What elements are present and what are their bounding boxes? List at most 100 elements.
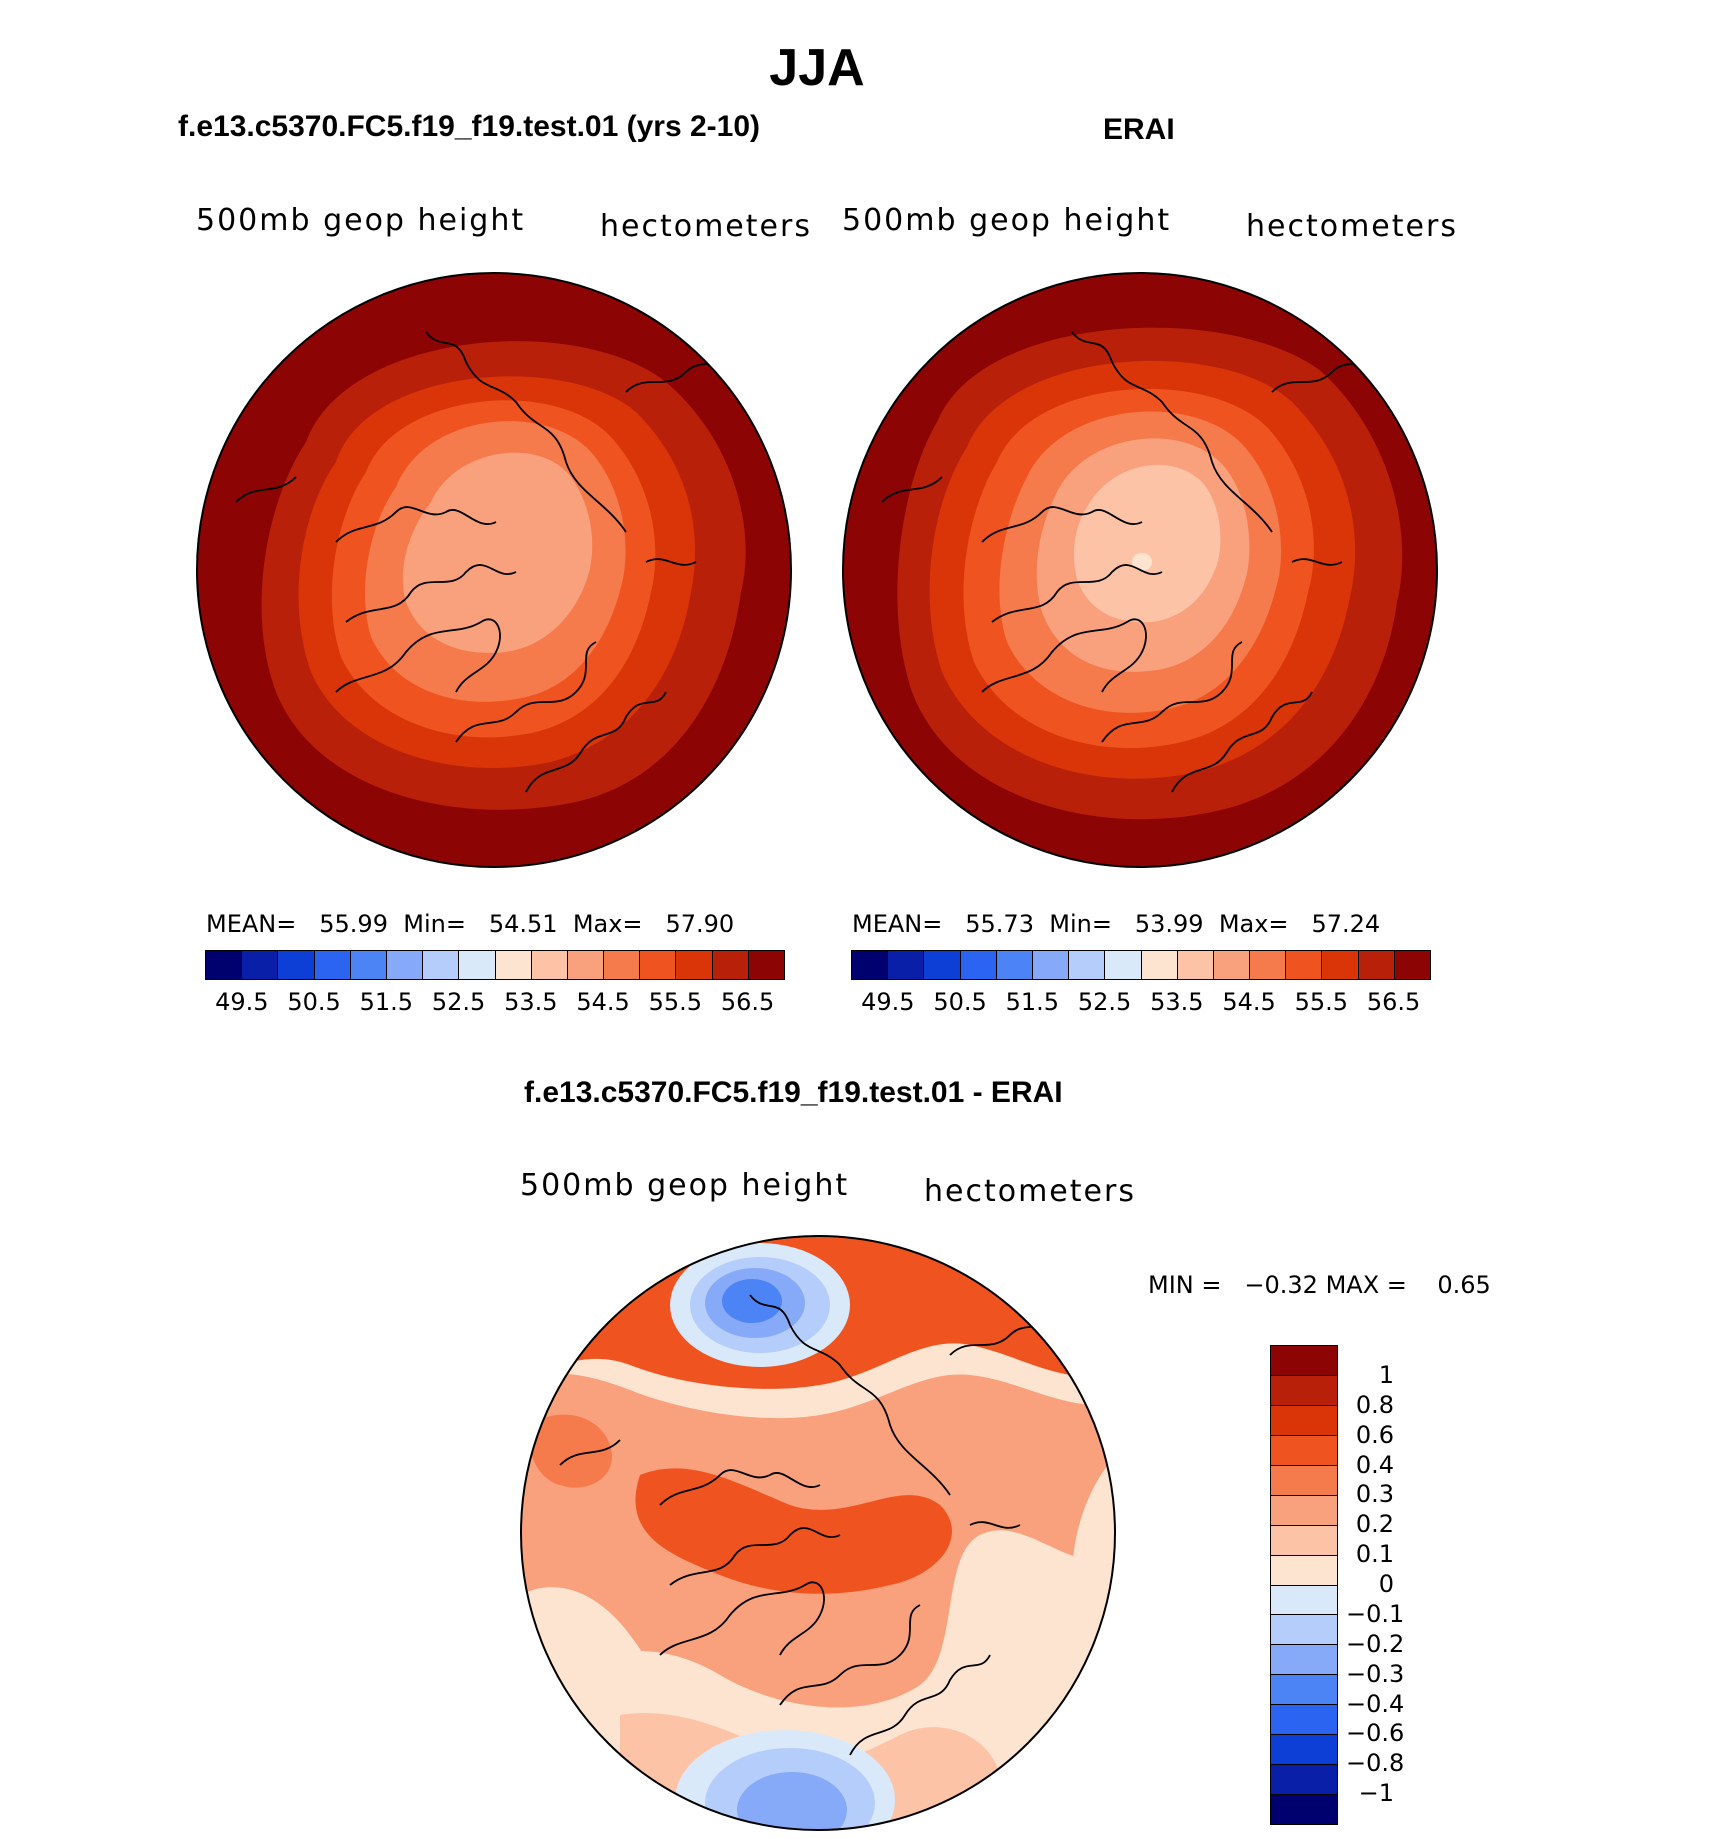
colorbar-swatch — [1271, 1555, 1337, 1586]
colorbar-swatch — [423, 951, 460, 979]
contour-band — [529, 1414, 612, 1488]
mean-value: 55.73 — [965, 910, 1034, 938]
colorbar-tick-label: −0.6 — [1346, 1719, 1405, 1748]
colorbar-swatch — [748, 951, 784, 979]
mean-value: 55.99 — [319, 910, 388, 938]
colorbar-swatch — [640, 951, 677, 979]
mean-label: MEAN= — [206, 910, 297, 938]
obs-case-title: ERAI — [1103, 113, 1175, 146]
diff-units-label: hectometers — [924, 1174, 1136, 1209]
colorbar-swatch — [1271, 1465, 1337, 1496]
max-value: 57.90 — [665, 910, 735, 938]
contour-band — [1073, 464, 1221, 623]
model-polar-map — [196, 272, 792, 868]
colorbar-swatch — [531, 951, 568, 979]
coastlines — [881, 331, 1373, 793]
colorbar-swatch — [1271, 1765, 1337, 1796]
colorbar-tick-label: 50.5 — [933, 988, 987, 1016]
min-label: Min= — [403, 910, 466, 938]
colorbar-swatch — [459, 951, 496, 979]
diff-polar-map — [520, 1235, 1116, 1831]
max-label: MAX = — [1325, 1271, 1407, 1299]
season-title: JJA — [769, 39, 865, 97]
max-value: 0.65 — [1437, 1271, 1491, 1299]
colorbar-tick-label: 0.1 — [1355, 1540, 1394, 1569]
obs-polar-map — [842, 272, 1438, 868]
colorbar-swatch — [1271, 1495, 1337, 1526]
colorbar-swatch — [712, 951, 749, 979]
colorbar-tick-label: 0.8 — [1355, 1390, 1394, 1419]
max-label: Max= — [1218, 910, 1289, 938]
min-value: 53.99 — [1134, 910, 1204, 938]
model-units-label: hectometers — [600, 209, 812, 244]
colorbar-swatch — [1271, 1675, 1337, 1706]
colorbar-tick-label: 51.5 — [1005, 988, 1060, 1016]
colorbar-tick-label: −0.3 — [1346, 1659, 1405, 1688]
colorbar-swatch — [1141, 951, 1178, 979]
colorbar-tick-label: 55.5 — [1294, 988, 1349, 1016]
colorbar-swatch — [1177, 951, 1214, 979]
diff-stats: MIN = −0.32 MAX = 0.65 — [1148, 1271, 1491, 1299]
colorbar-tick-label: 0.6 — [1355, 1420, 1394, 1449]
colorbar-tick-label: 53.5 — [1150, 988, 1204, 1016]
colorbar-tick-label: 0.4 — [1355, 1450, 1394, 1479]
colorbar-tick-label: −0.4 — [1346, 1689, 1405, 1718]
colorbar-swatch — [1271, 1585, 1337, 1616]
diff-case-title: f.e13.c5370.FC5.f19_f19.test.01 - ERAI — [524, 1076, 1063, 1109]
colorbar-tick-label: 56.5 — [720, 988, 775, 1016]
colorbar-swatch — [1032, 951, 1070, 979]
colorbar-swatch — [1271, 1435, 1337, 1466]
diff-variable-label: 500mb geop height — [520, 1168, 850, 1203]
colorbar-tick-label: 52.5 — [1077, 988, 1132, 1016]
min-label: Min= — [1049, 910, 1112, 938]
colorbar-swatch — [888, 951, 925, 979]
colorbar-tick-label: 54.5 — [576, 988, 630, 1016]
colorbar-swatch — [1271, 1525, 1337, 1556]
colorbar-swatch — [386, 951, 424, 979]
colorbar-swatch — [1271, 1346, 1337, 1376]
model-colorbar — [205, 950, 785, 980]
colorbar-swatch — [278, 951, 315, 979]
colorbar-tick-label: 53.5 — [504, 988, 558, 1016]
colorbar-swatch — [676, 951, 713, 979]
contour-band — [402, 452, 593, 653]
colorbar-swatch — [1271, 1405, 1337, 1436]
model-case-title: f.e13.c5370.FC5.f19_f19.test.01 (yrs 2-1… — [178, 110, 761, 143]
colorbar-tick-label: 50.5 — [287, 988, 341, 1016]
min-value: −0.32 — [1244, 1271, 1318, 1299]
min-value: 54.51 — [488, 910, 558, 938]
colorbar-swatch — [1286, 951, 1323, 979]
colorbar-tick-label: −1 — [1358, 1779, 1394, 1808]
colorbar-swatch — [1394, 951, 1430, 979]
colorbar-tick-label: 56.5 — [1366, 988, 1421, 1016]
colorbar-tick-label: 0.3 — [1355, 1480, 1394, 1509]
colorbar-swatch — [495, 951, 532, 979]
model-stats: MEAN= 55.99 Min= 54.51 Max= 57.90 — [206, 910, 734, 938]
colorbar-swatch — [1271, 1645, 1337, 1676]
colorbar-tick-label: −0.8 — [1346, 1749, 1405, 1778]
colorbar-swatch — [1322, 951, 1359, 979]
obs-units-label: hectometers — [1246, 209, 1458, 244]
colorbar-swatch — [1069, 951, 1106, 979]
max-label: Max= — [572, 910, 643, 938]
colorbar-swatch — [1271, 1375, 1337, 1406]
colorbar-swatch — [996, 951, 1033, 979]
colorbar-tick-label: −0.1 — [1346, 1599, 1405, 1628]
colorbar-swatch — [350, 951, 387, 979]
colorbar-swatch — [1250, 951, 1287, 979]
colorbar-tick-label: 1 — [1378, 1360, 1394, 1389]
mean-label: MEAN= — [852, 910, 943, 938]
colorbar-swatch — [1271, 1615, 1337, 1646]
obs-colorbar — [851, 950, 1431, 980]
colorbar-tick-label: 49.5 — [861, 988, 915, 1016]
colorbar-tick-label: 54.5 — [1222, 988, 1276, 1016]
colorbar-swatch — [1358, 951, 1395, 979]
colorbar-tick-label: −0.2 — [1346, 1629, 1405, 1658]
colorbar-tick-label: 0.2 — [1355, 1510, 1394, 1539]
max-value: 57.24 — [1311, 910, 1381, 938]
contour-band — [1132, 553, 1152, 571]
colorbar-swatch — [852, 951, 889, 979]
colorbar-swatch — [314, 951, 351, 979]
colorbar-swatch — [1105, 951, 1142, 979]
colorbar-swatch — [567, 951, 605, 979]
